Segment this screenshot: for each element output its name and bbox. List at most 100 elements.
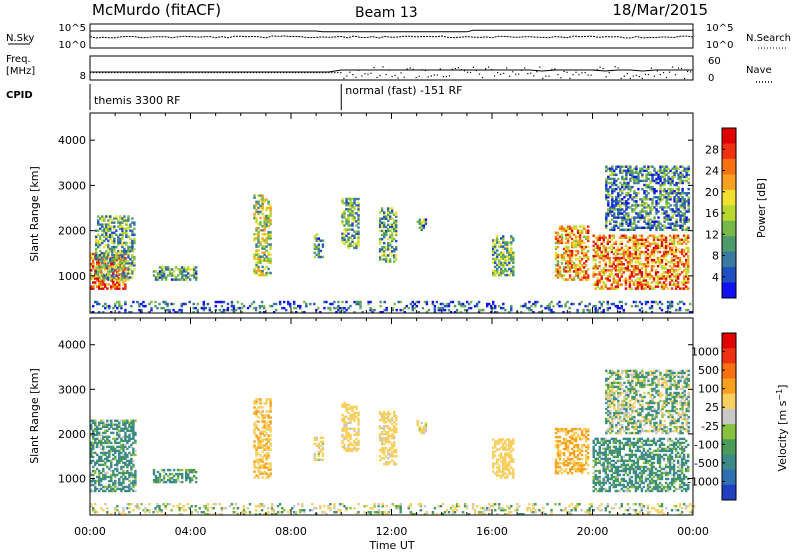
heatmap-cell: [122, 487, 125, 491]
heatmap-cell: [564, 235, 568, 239]
heatmap-cell: [355, 224, 358, 227]
nave-point: [183, 72, 185, 74]
heatmap-cell: [357, 443, 360, 447]
heatmap-cell: [622, 248, 626, 252]
heatmap-cell: [259, 440, 262, 443]
heatmap-cell: [92, 441, 95, 445]
heatmap-cell: [96, 445, 99, 449]
heatmap-cell: [102, 423, 105, 427]
heatmap-cell: [512, 468, 515, 471]
heatmap-cell: [269, 257, 272, 261]
power-ylabel: Slant Range [km]: [28, 166, 41, 262]
heatmap-cell: [604, 265, 608, 268]
heatmap-cell: [90, 269, 93, 272]
heatmap-cell: [341, 216, 344, 219]
heatmap-cell: [617, 200, 620, 203]
heatmap-cell: [685, 261, 688, 264]
heatmap-cell: [269, 468, 272, 471]
heatmap-cell: [587, 237, 590, 241]
heatmap-cell: [612, 242, 616, 246]
heatmap-cell: [659, 200, 662, 203]
heatmap-cell: [94, 471, 97, 475]
heatmap-cell: [106, 451, 109, 455]
heatmap-cell: [670, 258, 674, 262]
heatmap-cell: [351, 417, 354, 421]
nave-point: [322, 72, 324, 74]
heatmap-cell: [255, 251, 258, 254]
heatmap-cell: [240, 306, 244, 310]
heatmap-cell: [395, 254, 398, 257]
heatmap-cell: [267, 225, 270, 228]
heatmap-cell: [663, 224, 666, 227]
heatmap-cell: [496, 462, 499, 465]
heatmap-cell: [635, 192, 638, 195]
heatmap-cell: [341, 306, 344, 310]
heatmap-cell: [558, 304, 561, 308]
heatmap-cell: [341, 429, 344, 433]
heatmap-cell: [351, 413, 354, 417]
heatmap-cell: [622, 252, 626, 256]
heatmap-cell: [383, 433, 386, 436]
heatmap-cell: [114, 463, 117, 467]
heatmap-cell: [566, 227, 570, 230]
nave-point: [165, 72, 167, 74]
heatmap-cell: [679, 210, 682, 213]
heatmap-cell: [621, 218, 624, 221]
heatmap-cell: [594, 267, 597, 270]
heatmap-cell: [108, 459, 111, 463]
heatmap-cell: [265, 402, 268, 405]
heatmap-cell: [506, 269, 509, 273]
heatmap-cell: [148, 311, 151, 314]
heatmap-cell: [510, 237, 513, 240]
heatmap-cell: [556, 256, 560, 259]
heatmap-cell: [630, 265, 634, 268]
heatmap-cell: [267, 424, 270, 427]
heatmap-cell: [600, 275, 603, 278]
heatmap-cell: [132, 435, 135, 439]
heatmap-cell: [317, 458, 321, 462]
heatmap-cell: [261, 247, 264, 250]
heatmap-cell: [174, 480, 178, 484]
heatmap-cell: [613, 169, 616, 173]
heatmap-cell: [623, 187, 626, 191]
heatmap-cell: [383, 410, 386, 414]
heatmap-cell: [218, 308, 222, 312]
heatmap-cell: [253, 444, 256, 447]
heatmap-cell: [618, 279, 622, 282]
heatmap-cell: [267, 474, 270, 477]
heatmap-cell: [596, 248, 599, 252]
heatmap-cell: [126, 477, 129, 481]
heatmap-cell: [389, 421, 392, 424]
heatmap-cell: [413, 302, 417, 306]
heatmap-cell: [383, 427, 386, 430]
heatmap-cell: [269, 210, 272, 214]
heatmap-cell: [613, 173, 616, 177]
heatmap-cell: [615, 183, 618, 187]
heatmap-cell: [353, 197, 356, 201]
heatmap-cell: [672, 234, 676, 237]
heatmap-cell: [512, 269, 515, 273]
heatmap-cell: [648, 254, 652, 258]
nave-point: [159, 72, 161, 74]
heatmap-cell: [612, 277, 616, 280]
heatmap-cell: [421, 306, 425, 310]
heatmap-cell: [357, 417, 360, 421]
heatmap-cell: [387, 229, 390, 233]
heatmap-cell: [574, 270, 578, 273]
heatmap-cell: [621, 177, 624, 181]
heatmap-cell: [576, 235, 580, 239]
heatmap-cell: [110, 469, 113, 473]
heatmap-cell: [189, 470, 192, 474]
heatmap-cell: [675, 198, 678, 201]
heatmap-cell: [119, 241, 122, 245]
heatmap-cell: [129, 264, 132, 267]
heatmap-cell: [90, 252, 93, 256]
heatmap-cell: [263, 470, 266, 473]
heatmap-cell: [119, 278, 122, 281]
heatmap-cell: [562, 268, 566, 271]
heatmap-cell: [272, 311, 276, 314]
heatmap-cell: [261, 444, 264, 447]
heatmap-cell: [580, 276, 584, 279]
heatmap-cell: [257, 460, 260, 463]
heatmap-cell: [649, 198, 652, 201]
